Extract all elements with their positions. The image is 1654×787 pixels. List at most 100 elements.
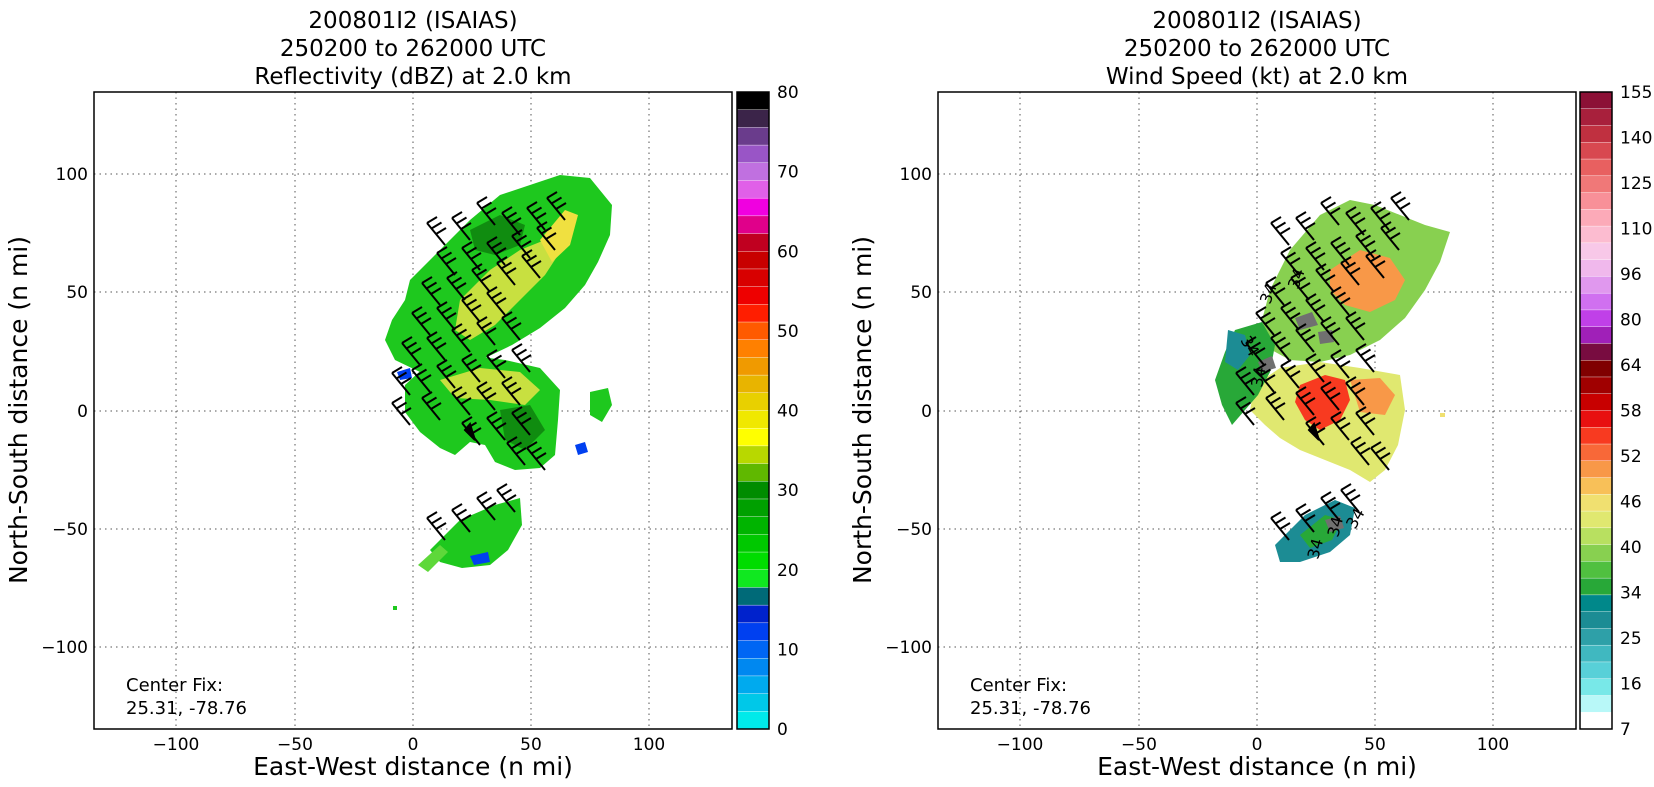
colorbar-segment [1579, 544, 1613, 563]
southern-echo-band [430, 498, 522, 568]
x-axis-ticks: −100 −50 0 50 100 [153, 735, 666, 755]
colorbar-tick-label: 58 [1620, 402, 1642, 422]
x-axis-ticks: −100 −50 0 50 100 [997, 735, 1510, 755]
x-tick-label: 100 [1477, 735, 1509, 755]
panel-title-line-3: Reflectivity (dBZ) at 2.0 km [254, 64, 571, 90]
colorbar-segment [736, 658, 770, 677]
wind-barb [486, 349, 507, 379]
colorbar-segment [1579, 376, 1613, 395]
reflectivity-colorbar [736, 91, 770, 730]
wind-barb [486, 286, 507, 316]
colorbar-segment [736, 604, 770, 624]
x-tick-label: 50 [1364, 735, 1386, 755]
wind-barb [476, 196, 497, 226]
wind-barb [1245, 336, 1266, 366]
colorbar-segment [736, 534, 770, 553]
center-fix-label: Center Fix: [970, 675, 1067, 696]
colorbar-segment [1579, 142, 1613, 160]
yellow-echo-core-2 [540, 210, 578, 262]
colorbar-segment [1579, 125, 1613, 143]
western-wind-fringe [1225, 330, 1250, 370]
x-tick-label: 50 [520, 735, 542, 755]
gray-wind-patch-1 [1295, 312, 1318, 330]
colorbar-segment [736, 693, 770, 713]
y-tick-label: 100 [900, 165, 932, 185]
x-tick-label: 100 [633, 735, 665, 755]
isolated-wind-pixel-1 [1440, 413, 1445, 417]
y-tick-label: −100 [41, 638, 88, 658]
wind-barb [451, 323, 472, 353]
x-tick-label: −100 [997, 735, 1044, 755]
colorbar-segment [1579, 158, 1613, 177]
isolated-echo-pixel [393, 606, 397, 610]
colorbar-segment [1579, 611, 1613, 630]
wind-barb [1320, 491, 1341, 521]
center-fix-value: 25.31, -78.76 [970, 698, 1091, 719]
wind-barb [526, 441, 547, 471]
colorbar-segment [1579, 108, 1613, 127]
red-wind-core [1295, 375, 1350, 430]
colorbar-segment [736, 268, 770, 288]
colorbar-tick-label: 16 [1620, 675, 1642, 695]
colorbar-segment [736, 144, 770, 164]
colorbar-tick-label: 50 [777, 322, 799, 342]
wind-barb [1280, 246, 1301, 276]
colorbar-tick-label: 34 [1620, 584, 1642, 604]
y-tick-label: −100 [885, 638, 932, 658]
colorbar-segment [736, 339, 770, 359]
y-tick-label: 0 [921, 402, 932, 422]
panel-title-line-2: 250200 to 262000 UTC [1124, 36, 1390, 62]
colorbar-segment [1579, 343, 1613, 361]
southwest-echo-streak [418, 545, 448, 572]
colorbar-segment [1579, 561, 1613, 579]
colorbar-segment [1579, 695, 1613, 713]
colorbar-segment [736, 675, 770, 695]
wind-barb [1235, 396, 1256, 426]
wind-barb [391, 396, 412, 426]
wind-barb [426, 511, 447, 541]
wind-barb [1295, 323, 1316, 353]
colorbar-tick-label: 10 [777, 640, 799, 660]
wind-barb [476, 491, 497, 521]
reflectivity-panel: 200801I2 (ISAIAS) 250200 to 262000 UTC R… [4, 8, 799, 781]
wind-barb [1295, 211, 1316, 241]
colorbar-segment [736, 109, 770, 129]
wind-barb [421, 276, 442, 306]
wind-barb [1235, 366, 1256, 396]
colorbar-segment [736, 233, 770, 252]
colorbar-tick-label: 40 [777, 402, 799, 422]
colorbar-segment [1579, 628, 1613, 646]
colorbar-segment [736, 321, 770, 341]
wind-barb [1305, 293, 1326, 323]
wind-barb [451, 386, 472, 416]
colorbar-segment [736, 162, 770, 182]
colorbar-segment [1579, 292, 1613, 311]
x-axis-label: East-West distance (n mi) [253, 752, 573, 781]
y-axis-ticks: 100 50 0 −50 −100 [885, 165, 932, 658]
colorbar-tick-label: 140 [1620, 129, 1652, 149]
colorbar-tick-label: 64 [1620, 356, 1642, 376]
colorbar-segment [736, 569, 770, 589]
storm-center-marker [463, 421, 476, 441]
wind-barb [486, 236, 507, 266]
wind-barb [1345, 376, 1366, 406]
wind-barb [411, 363, 432, 393]
wind-barb [1355, 343, 1376, 373]
colorbar-segment [736, 587, 770, 606]
x-axis-label: East-West distance (n mi) [1097, 752, 1417, 781]
colorbar-segment [1579, 427, 1613, 445]
colorbar-segment [1579, 678, 1613, 697]
wind-barb [411, 306, 432, 336]
colorbar-tick-label: 70 [777, 163, 799, 183]
blue-echo-fringe-3 [470, 552, 490, 565]
map-plot-area: 34 34 34 34 34 34 34 [937, 91, 1577, 730]
y-tick-label: 50 [66, 283, 88, 303]
colorbar-segment [736, 91, 770, 111]
dark-echo-patch-2 [500, 405, 545, 450]
wind-barb [1390, 191, 1411, 221]
colorbar-tick-label: 125 [1620, 174, 1652, 194]
x-tick-label: 0 [408, 735, 419, 755]
wind-barb [461, 353, 482, 383]
colorbar-segment [1579, 494, 1613, 512]
colorbar-segment [1579, 410, 1613, 428]
